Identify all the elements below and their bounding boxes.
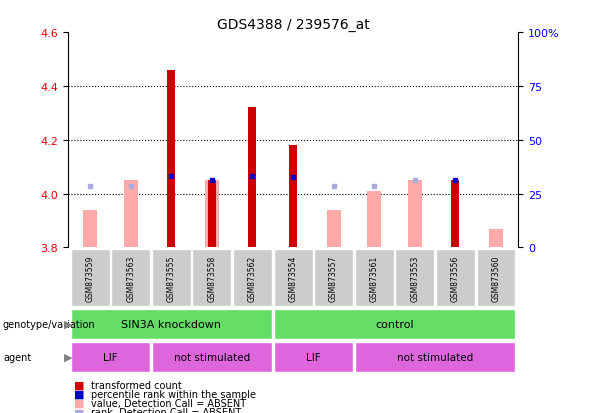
Bar [395,249,434,306]
Text: GSM873553: GSM873553 [411,254,419,301]
Bar [273,309,515,339]
Text: LIF: LIF [306,352,320,362]
Text: ■: ■ [74,398,84,408]
Bar [193,249,231,306]
Text: transformed count: transformed count [91,380,182,390]
Bar [451,181,459,248]
Bar [355,342,515,372]
Bar [408,181,422,248]
Bar [273,342,353,372]
Bar [436,249,475,306]
Bar [167,71,176,248]
Bar [71,342,150,372]
Text: GSM873556: GSM873556 [451,254,460,301]
Bar [233,249,272,306]
Bar [326,210,340,248]
Title: GDS4388 / 239576_at: GDS4388 / 239576_at [217,18,369,32]
Text: GSM873557: GSM873557 [329,254,338,301]
Bar [355,249,393,306]
Text: GSM873554: GSM873554 [289,254,297,301]
Bar [273,249,313,306]
Bar [152,249,191,306]
Text: GSM873558: GSM873558 [207,255,216,301]
Text: genotype/variation: genotype/variation [3,319,95,329]
Bar [367,192,381,248]
Text: GSM873563: GSM873563 [126,254,135,301]
Text: agent: agent [3,352,31,362]
Bar [83,210,97,248]
Text: GSM873555: GSM873555 [167,254,176,301]
Text: rank, Detection Call = ABSENT: rank, Detection Call = ABSENT [91,407,241,413]
Text: SIN3A knockdown: SIN3A knockdown [121,319,221,329]
Bar [124,181,138,248]
Bar [71,309,272,339]
Text: GSM873560: GSM873560 [491,254,501,301]
Bar [71,249,110,306]
Text: control: control [375,319,414,329]
Text: ▶: ▶ [64,319,72,329]
Text: percentile rank within the sample: percentile rank within the sample [91,389,256,399]
Text: ■: ■ [74,389,84,399]
Bar [205,181,219,248]
Text: LIF: LIF [103,352,118,362]
Bar [489,229,503,248]
Text: ▶: ▶ [64,352,72,362]
Text: GSM873562: GSM873562 [248,255,257,301]
Bar [152,342,272,372]
Bar [314,249,353,306]
Text: GSM873561: GSM873561 [370,255,379,301]
Bar [249,108,256,248]
Bar [208,181,216,248]
Text: ■: ■ [74,407,84,413]
Text: not stimulated: not stimulated [397,352,473,362]
Bar [477,249,515,306]
Text: GSM873559: GSM873559 [85,254,95,301]
Text: not stimulated: not stimulated [174,352,250,362]
Text: value, Detection Call = ABSENT: value, Detection Call = ABSENT [91,398,246,408]
Bar [289,146,297,248]
Bar [111,249,150,306]
Text: ■: ■ [74,380,84,390]
